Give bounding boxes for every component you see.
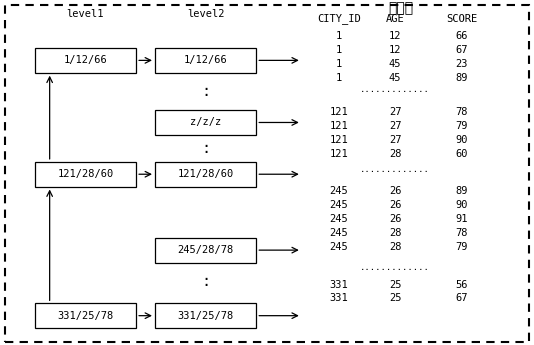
Text: AGE: AGE (386, 14, 405, 24)
Text: 89: 89 (456, 187, 468, 196)
Text: 45: 45 (389, 59, 402, 69)
Bar (155, 110, 256, 135)
Bar (155, 162, 256, 187)
Text: 331/25/78: 331/25/78 (177, 311, 234, 321)
Text: z/z/z: z/z/z (190, 118, 221, 127)
Text: 27: 27 (389, 121, 402, 131)
Text: 1: 1 (336, 45, 342, 55)
Text: 78: 78 (456, 228, 468, 238)
Text: level2: level2 (187, 9, 224, 19)
Text: 1: 1 (336, 59, 342, 69)
Text: 245: 245 (329, 200, 349, 210)
Text: 27: 27 (389, 135, 402, 145)
Text: 26: 26 (389, 214, 402, 224)
Text: 28: 28 (389, 228, 402, 238)
Bar (35, 162, 136, 187)
Text: CITY_ID: CITY_ID (317, 13, 361, 24)
Text: :: : (201, 84, 210, 99)
Text: 23: 23 (456, 59, 468, 69)
Text: 78: 78 (456, 107, 468, 117)
Text: .............: ............. (360, 263, 430, 272)
Text: 1: 1 (336, 31, 342, 41)
Text: 索引列: 索引列 (388, 2, 413, 16)
Text: 121/28/60: 121/28/60 (57, 169, 114, 179)
Text: 66: 66 (456, 31, 468, 41)
Bar (155, 238, 256, 263)
Text: 91: 91 (456, 214, 468, 224)
Text: 1: 1 (336, 73, 342, 82)
Text: 60: 60 (456, 149, 468, 158)
Text: 331/25/78: 331/25/78 (57, 311, 114, 321)
Text: 12: 12 (389, 31, 402, 41)
Text: :: : (201, 141, 210, 156)
Text: 1/12/66: 1/12/66 (64, 56, 107, 65)
Text: 245: 245 (329, 228, 349, 238)
Text: 25: 25 (389, 294, 402, 303)
Text: 67: 67 (456, 294, 468, 303)
Text: 245/28/78: 245/28/78 (177, 245, 234, 255)
Text: 90: 90 (456, 200, 468, 210)
Text: 331: 331 (329, 280, 349, 289)
Bar (155, 303, 256, 328)
Text: SCORE: SCORE (446, 14, 477, 24)
Text: 121/28/60: 121/28/60 (177, 169, 234, 179)
Text: 45: 45 (389, 73, 402, 82)
Text: 79: 79 (456, 121, 468, 131)
Text: .............: ............. (360, 85, 430, 94)
Text: 245: 245 (329, 242, 349, 252)
Text: level1: level1 (67, 9, 104, 19)
Text: 121: 121 (329, 121, 349, 131)
Text: 121: 121 (329, 107, 349, 117)
Bar (35, 303, 136, 328)
Text: 56: 56 (456, 280, 468, 289)
Text: 12: 12 (389, 45, 402, 55)
Text: 89: 89 (456, 73, 468, 82)
Text: :: : (201, 274, 210, 289)
Text: 26: 26 (389, 187, 402, 196)
Text: 79: 79 (456, 242, 468, 252)
Text: 245: 245 (329, 214, 349, 224)
Text: 26: 26 (389, 200, 402, 210)
Text: 121: 121 (329, 135, 349, 145)
Text: .............: ............. (360, 165, 430, 174)
Text: 245: 245 (329, 187, 349, 196)
FancyBboxPatch shape (5, 5, 529, 342)
Text: 121: 121 (329, 149, 349, 158)
Bar (35, 48, 136, 73)
Bar (155, 48, 256, 73)
Text: 331: 331 (329, 294, 349, 303)
Text: 28: 28 (389, 149, 402, 158)
Text: 67: 67 (456, 45, 468, 55)
Text: 27: 27 (389, 107, 402, 117)
Text: 28: 28 (389, 242, 402, 252)
Text: 25: 25 (389, 280, 402, 289)
Text: 90: 90 (456, 135, 468, 145)
Text: 1/12/66: 1/12/66 (184, 56, 227, 65)
